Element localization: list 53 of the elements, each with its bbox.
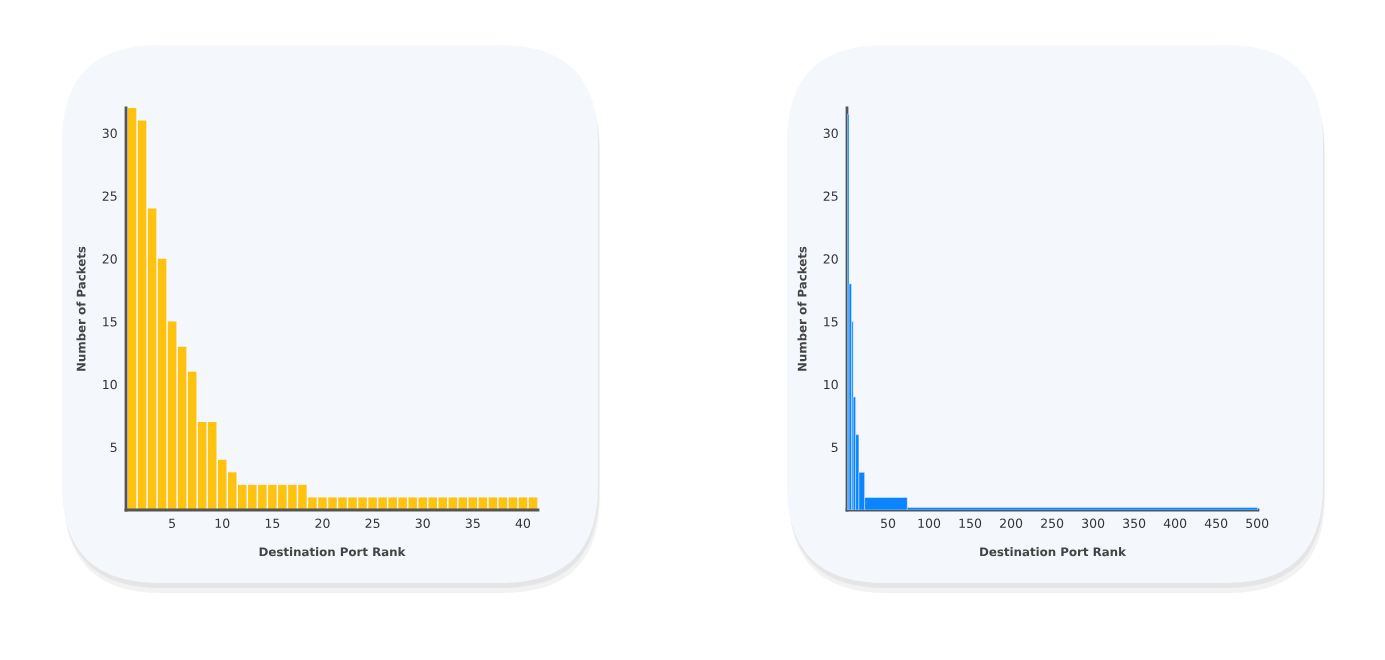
x-tick-label: 150 — [959, 518, 982, 529]
bar — [498, 497, 508, 510]
x-tick-label: 300 — [1082, 518, 1105, 529]
bar — [177, 346, 187, 510]
x-tick-label: 20 — [315, 518, 330, 529]
bar — [528, 497, 538, 510]
x-tick-label: 10 — [215, 518, 230, 529]
x-tick-label: 15 — [265, 518, 280, 529]
bar — [468, 497, 478, 510]
x-tick-label: 400 — [1163, 518, 1187, 529]
y-tick-label: 15 — [824, 317, 838, 327]
y-tick-label: 20 — [102, 254, 117, 264]
x-tick-label: 500 — [1246, 518, 1269, 529]
x-tick-label: 35 — [465, 518, 480, 529]
bar — [197, 422, 207, 510]
y-tick-label: 25 — [823, 191, 838, 201]
x-tick-label: 350 — [1123, 518, 1146, 529]
y-tick-label: 25 — [102, 191, 117, 201]
bar — [207, 422, 217, 510]
bar — [217, 459, 227, 510]
y-tick-label: 15 — [103, 317, 117, 327]
y-tick-label: 10 — [824, 379, 838, 390]
x-tick-label: 30 — [415, 518, 430, 529]
bar — [137, 120, 147, 510]
bar — [508, 497, 518, 510]
y-tick-label: 10 — [103, 379, 117, 390]
x-tick-label: 450 — [1204, 518, 1228, 529]
bar — [518, 497, 528, 510]
y-axis-title: Number of Packets — [76, 246, 86, 371]
bar — [147, 208, 157, 510]
bar — [438, 497, 448, 510]
y-tick-label: 5 — [110, 442, 117, 453]
x-tick-label: 25 — [365, 518, 380, 529]
bar — [458, 497, 468, 510]
x-tick-label: 250 — [1041, 518, 1064, 529]
x-axis-title: Destination Port Rank — [980, 547, 1127, 557]
x-tick-label: 200 — [1000, 518, 1023, 529]
x-tick-label: 5 — [169, 518, 175, 529]
bar — [157, 258, 167, 510]
y-tick-label: 30 — [102, 128, 117, 139]
y-tick-label: 20 — [823, 254, 838, 264]
bar — [488, 497, 498, 510]
y-tick-label: 30 — [823, 128, 838, 139]
x-tick-label: 50 — [881, 518, 896, 529]
y-tick-label: 5 — [831, 442, 838, 453]
x-tick-label: 40 — [515, 518, 531, 529]
bar — [448, 497, 458, 510]
bar — [187, 371, 197, 510]
x-tick-label: 100 — [918, 518, 941, 529]
bar — [478, 497, 488, 510]
bar — [167, 321, 177, 510]
y-axis-title: Number of Packets — [797, 246, 807, 371]
x-axis-title: Destination Port Rank — [259, 547, 406, 557]
